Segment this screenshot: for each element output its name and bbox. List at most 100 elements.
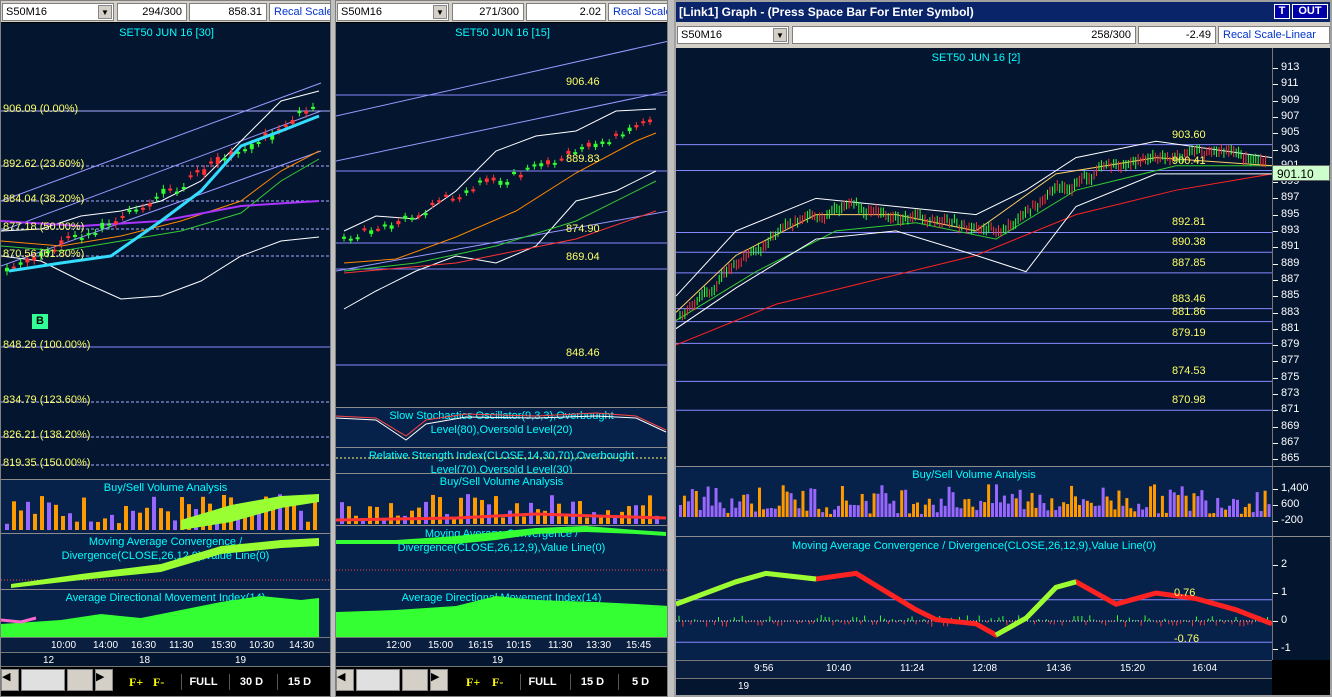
volume-bar <box>1220 507 1224 517</box>
y-tick: 865 <box>1272 452 1300 465</box>
candle-body <box>209 161 213 164</box>
volume-bar <box>103 518 107 530</box>
volume-bar <box>829 513 833 517</box>
volume-bar <box>1062 502 1066 517</box>
candle-body <box>403 215 408 219</box>
scroll-right[interactable]: ▶ <box>430 669 448 691</box>
time-tick: 10:30 <box>249 640 275 651</box>
scrollbar-thumb[interactable] <box>67 669 93 691</box>
volume-bar <box>694 490 698 517</box>
y-tick: 907 <box>1272 109 1300 122</box>
scroll-right[interactable]: ▶ <box>95 669 113 691</box>
time-tick: 13:30 <box>586 640 612 651</box>
volume-bar <box>860 493 864 517</box>
volume-bar <box>1101 487 1105 517</box>
y-tick: 1,400 <box>1273 482 1309 494</box>
symbol-select[interactable]: S50M16 ▼ <box>337 3 449 21</box>
volume-bar <box>1247 503 1251 517</box>
trend-line <box>1 110 322 232</box>
chevron-down-icon[interactable]: ▼ <box>773 28 787 42</box>
out-button[interactable]: OUT <box>1292 4 1328 19</box>
rsi-panel: Relative Strength Index(CLOSE,14,30,70),… <box>336 447 667 476</box>
macd-plot <box>1 538 330 588</box>
15d-button[interactable]: 15 D <box>277 674 321 690</box>
scroll-left[interactable]: ◀ <box>336 669 354 691</box>
5d-button[interactable]: 5 D <box>618 674 662 690</box>
symbol-select[interactable]: S50M16 ▼ <box>677 26 789 44</box>
volume-bar <box>375 506 379 524</box>
volume-bar <box>508 510 512 524</box>
trend-line <box>336 41 667 117</box>
y-tick: 885 <box>1272 289 1300 302</box>
volume-bar <box>939 498 943 517</box>
time-tick: 14:36 <box>1046 663 1072 674</box>
candle-body <box>311 106 315 109</box>
full-button[interactable]: FULL <box>520 674 564 690</box>
volume-bar <box>947 486 951 517</box>
zoom-in-button[interactable]: F+ <box>466 675 481 689</box>
symbol-select[interactable]: S50M16 ▼ <box>2 3 114 21</box>
volume-bar <box>1018 489 1022 517</box>
volume-bar <box>26 501 30 530</box>
volume-bar <box>12 501 16 530</box>
volume-bar <box>690 489 694 517</box>
volume-bar <box>1070 485 1074 517</box>
scroll-left[interactable]: ◀ <box>1 669 19 691</box>
fib-label: 834.79 (123.60%) <box>3 394 91 406</box>
15d-button[interactable]: 15 D <box>570 674 614 690</box>
bars-count: 294/300 <box>117 3 187 21</box>
y-tick: 891 <box>1272 240 1300 253</box>
symbol-value: S50M16 <box>681 29 722 41</box>
volume-bar <box>264 496 268 530</box>
volume-bar <box>931 504 935 517</box>
volume-trend <box>181 494 319 530</box>
volume-bar <box>487 504 491 524</box>
volume-bar <box>1121 505 1125 517</box>
zoom-out-button[interactable]: F- <box>153 675 165 689</box>
recal-scale-button[interactable]: Recal Scale-Linear <box>1218 26 1330 44</box>
volume-bar <box>1228 505 1232 517</box>
volume-bar <box>271 507 275 530</box>
volume-bar <box>1026 501 1030 517</box>
t-button[interactable]: T <box>1274 4 1290 19</box>
volume-bar <box>138 512 142 530</box>
volume-bar <box>313 494 317 530</box>
candle-body <box>283 124 288 128</box>
volume-bar <box>1002 495 1006 517</box>
volume-bar <box>856 505 860 517</box>
window-titlebar[interactable]: [Link1] Graph - (Press Space Bar For Ent… <box>676 2 1330 22</box>
time-tick: 9:56 <box>754 663 774 674</box>
volume-bar <box>959 508 963 517</box>
30d-button[interactable]: 30 D <box>229 674 273 690</box>
scrollbar-thumb[interactable] <box>402 669 428 691</box>
zoom-in-button[interactable]: F+ <box>129 675 144 689</box>
volume-bar <box>592 512 596 524</box>
macd-line <box>676 570 1273 638</box>
time-tick: 16:04 <box>1192 663 1218 674</box>
level-label: 892.81 <box>1172 216 1206 229</box>
volume-bar <box>96 521 100 530</box>
date-tick: 19 <box>235 655 247 666</box>
volume-bar <box>159 508 163 530</box>
chevron-down-icon[interactable]: ▼ <box>433 5 447 19</box>
fib-label: 884.04 (38.20%) <box>3 193 85 205</box>
volume-bar <box>187 504 191 530</box>
stochastic-title: Slow Stochastics Oscillator(9,3,3),Overb… <box>389 410 614 436</box>
volume-y-axis: 1,400 600 -200 <box>1272 466 1330 536</box>
recal-scale-button[interactable]: Recal Scale <box>608 3 667 21</box>
recal-scale-button[interactable]: Recal Scale <box>269 3 330 21</box>
scrollbar-track[interactable] <box>356 669 400 691</box>
volume-title: Buy/Sell Volume Analysis <box>103 482 228 494</box>
candle-body <box>297 111 302 114</box>
volume-bar <box>33 513 37 530</box>
level-label: 906.46 <box>566 76 600 88</box>
zoom-out-button[interactable]: F- <box>492 675 504 689</box>
level-label: 879.19 <box>1172 327 1206 340</box>
scrollbar-track[interactable] <box>21 669 65 691</box>
price-y-axis: 9139119099079059039018998978958938918898… <box>1272 48 1330 466</box>
candle-body <box>107 223 111 226</box>
volume-bar <box>1046 510 1050 517</box>
chevron-down-icon[interactable]: ▼ <box>98 5 112 19</box>
full-button[interactable]: FULL <box>181 674 225 690</box>
candle-body <box>627 127 632 132</box>
